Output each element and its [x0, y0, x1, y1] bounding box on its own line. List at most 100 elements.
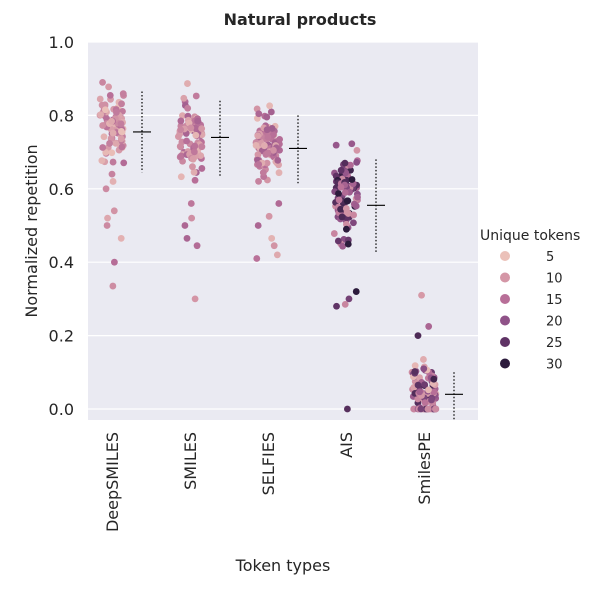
data-point	[198, 165, 206, 172]
data-point	[274, 156, 282, 164]
y-axis-label: Normalized repetition	[22, 144, 41, 317]
data-point	[414, 332, 422, 339]
data-point	[190, 148, 198, 156]
data-point	[108, 149, 116, 157]
data-point	[338, 213, 346, 221]
x-tick-label: AIS	[337, 432, 356, 458]
data-point	[183, 234, 191, 242]
legend-swatch	[500, 294, 510, 304]
data-point	[267, 108, 275, 116]
data-point	[112, 109, 120, 116]
data-point	[187, 200, 195, 207]
data-point	[109, 282, 117, 290]
data-point	[330, 230, 338, 237]
data-point	[179, 112, 186, 120]
data-point	[192, 92, 200, 100]
data-point	[191, 142, 199, 150]
data-point	[259, 169, 267, 177]
data-point	[254, 222, 262, 229]
data-point	[252, 141, 260, 149]
data-point	[188, 214, 196, 222]
data-point	[334, 237, 342, 245]
data-point	[417, 405, 425, 413]
data-point	[350, 219, 357, 227]
data-point	[104, 214, 111, 222]
data-point	[99, 122, 107, 129]
legend-label: 25	[546, 336, 563, 351]
data-point	[260, 142, 268, 150]
data-point	[425, 386, 432, 394]
y-tick-label: 0.8	[49, 106, 74, 125]
data-point	[341, 189, 349, 196]
data-point	[339, 242, 347, 250]
data-point	[109, 158, 117, 166]
data-point	[270, 146, 277, 154]
data-point	[177, 152, 185, 160]
legend: Unique tokens 5 10 15 20 25 30	[480, 228, 580, 373]
data-point	[117, 128, 125, 135]
data-point	[347, 161, 354, 169]
data-point	[177, 117, 185, 125]
data-point	[353, 146, 361, 154]
data-point	[108, 117, 115, 125]
data-point	[341, 300, 349, 308]
data-point	[344, 240, 352, 248]
data-point	[117, 234, 125, 242]
data-point	[109, 178, 117, 185]
data-points	[96, 78, 440, 413]
data-point	[264, 149, 272, 157]
data-point	[343, 405, 351, 413]
data-point	[263, 113, 271, 121]
data-point	[335, 196, 343, 204]
data-point	[345, 295, 353, 303]
y-tick-label: 0.6	[49, 180, 74, 199]
data-point	[110, 258, 118, 266]
data-point	[424, 405, 432, 413]
data-point	[352, 202, 360, 210]
legend-label: 20	[546, 315, 563, 330]
data-point	[191, 295, 199, 303]
data-point	[103, 222, 111, 229]
x-axis-ticks: DeepSMILES SMILES SELFIES AIS SmilesPE	[103, 432, 434, 532]
data-point	[117, 120, 125, 128]
data-point	[425, 323, 433, 330]
legend-swatch	[500, 272, 510, 283]
data-point	[348, 140, 356, 148]
data-point	[109, 129, 117, 137]
data-point	[255, 161, 263, 168]
data-point	[335, 190, 342, 197]
data-point	[414, 381, 422, 389]
x-tick-label: SMILES	[181, 432, 200, 490]
x-tick-label: DeepSMILES	[103, 432, 122, 532]
data-point	[106, 91, 114, 99]
data-point	[101, 106, 109, 114]
legend-title: Unique tokens	[480, 228, 580, 244]
y-tick-label: 0.0	[49, 400, 74, 419]
data-point	[184, 104, 192, 112]
data-point	[270, 242, 278, 250]
data-point	[117, 135, 125, 143]
data-point	[337, 166, 345, 174]
data-point	[99, 78, 106, 86]
data-point	[264, 133, 272, 141]
data-point	[342, 205, 350, 212]
x-tick-label: SELFIES	[259, 432, 278, 495]
data-point	[420, 356, 427, 363]
data-point	[421, 381, 429, 389]
data-point	[341, 159, 349, 167]
data-point	[190, 168, 198, 176]
data-point	[106, 140, 113, 147]
data-point	[354, 193, 361, 201]
data-point	[263, 126, 271, 134]
legend-swatch	[500, 315, 510, 326]
data-point	[337, 183, 345, 191]
x-axis-label: Token types	[235, 556, 331, 575]
data-point	[99, 144, 107, 151]
data-point	[337, 205, 344, 213]
data-point	[197, 152, 205, 160]
legend-entries: 5 10 15 20 25 30	[500, 250, 563, 373]
data-point	[193, 242, 201, 250]
data-point	[189, 163, 196, 171]
data-point	[420, 365, 428, 373]
